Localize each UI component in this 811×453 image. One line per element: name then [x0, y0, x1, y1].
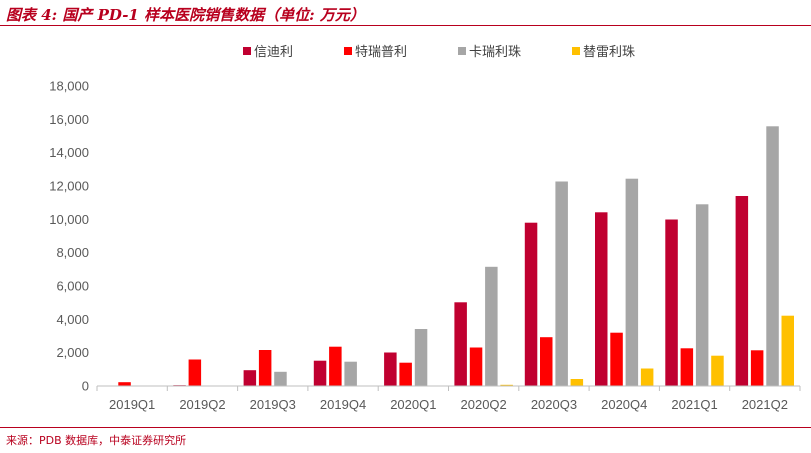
- legend: 信迪利 特瑞普利 卡瑞利珠 替雷利珠: [243, 45, 635, 60]
- legend-swatch: [572, 47, 580, 55]
- bar: [570, 379, 584, 386]
- y-tick-label: 2,000: [56, 345, 89, 360]
- x-tick-label: 2019Q3: [250, 397, 296, 412]
- legend-label: 信迪利: [254, 45, 293, 60]
- bar: [384, 352, 397, 386]
- source-note: 来源：PDB 数据库，中泰证券研究所: [6, 434, 187, 447]
- y-tick-label: 4,000: [56, 312, 89, 327]
- y-tick-label: 8,000: [56, 245, 89, 260]
- legend-label: 替雷利珠: [583, 45, 635, 60]
- bar: [469, 347, 483, 386]
- x-tick-label: 2021Q1: [671, 397, 717, 412]
- bar: [274, 371, 287, 386]
- bar: [500, 384, 513, 386]
- y-tick-label: 14,000: [49, 145, 89, 160]
- x-tick-label: 2020Q1: [390, 397, 436, 412]
- bar: [665, 219, 678, 386]
- bar: [595, 212, 608, 386]
- bar: [485, 266, 498, 386]
- bar: [750, 350, 764, 386]
- bar: [781, 315, 794, 386]
- y-tick-label: 6,000: [56, 279, 89, 294]
- bar: [640, 368, 654, 386]
- bar: [610, 332, 623, 386]
- x-tick-label: 2019Q2: [179, 397, 225, 412]
- x-tick-label: 2020Q2: [461, 397, 507, 412]
- x-tick-label: 2019Q4: [320, 397, 366, 412]
- bar: [625, 178, 639, 386]
- bar: [695, 204, 709, 386]
- bar: [540, 337, 553, 386]
- bar: [766, 126, 779, 387]
- bar: [454, 302, 467, 386]
- bars: [118, 126, 794, 387]
- bar: [344, 361, 357, 386]
- x-axis: 2019Q1 2019Q2 2019Q3 2019Q4 2020Q1 2020Q2 2020…: [96, 385, 801, 412]
- footer-rule: [0, 427, 811, 428]
- y-tick-label: 10,000: [49, 212, 89, 227]
- legend-swatch: [344, 47, 352, 55]
- y-tick-label: 16,000: [49, 112, 89, 127]
- x-tick-label: 2021Q2: [742, 397, 788, 412]
- y-axis: 0 2,000 4,000 6,000 8,000 10,000 12,000 14,000 1…: [49, 79, 89, 394]
- bar: [711, 355, 724, 386]
- x-tick-label: 2020Q3: [531, 397, 577, 412]
- bar: [735, 196, 749, 386]
- bar: [399, 362, 412, 386]
- bar: [329, 346, 342, 386]
- x-tick-label: 2019Q1: [109, 397, 155, 412]
- bar: [524, 222, 538, 386]
- bar: [243, 370, 257, 386]
- bar: [414, 329, 428, 386]
- y-tick-label: 12,000: [49, 179, 89, 194]
- bar: [188, 359, 202, 386]
- y-tick-label: 0: [82, 379, 89, 394]
- legend-swatch: [458, 47, 466, 55]
- y-tick-label: 18,000: [49, 79, 89, 94]
- x-tick-label: 2020Q4: [601, 397, 647, 412]
- bar: [313, 360, 327, 386]
- title-rule: [0, 25, 811, 26]
- bar: [680, 348, 694, 386]
- bar: [555, 181, 568, 386]
- bar: [258, 350, 272, 386]
- legend-swatch: [243, 47, 251, 55]
- chart-title: 图表 4: 国产 PD-1 样本医院销售数据（单位: 万元）: [6, 6, 365, 24]
- legend-label: 特瑞普利: [355, 45, 407, 60]
- legend-label: 卡瑞利珠: [469, 45, 521, 60]
- bar: [118, 382, 131, 386]
